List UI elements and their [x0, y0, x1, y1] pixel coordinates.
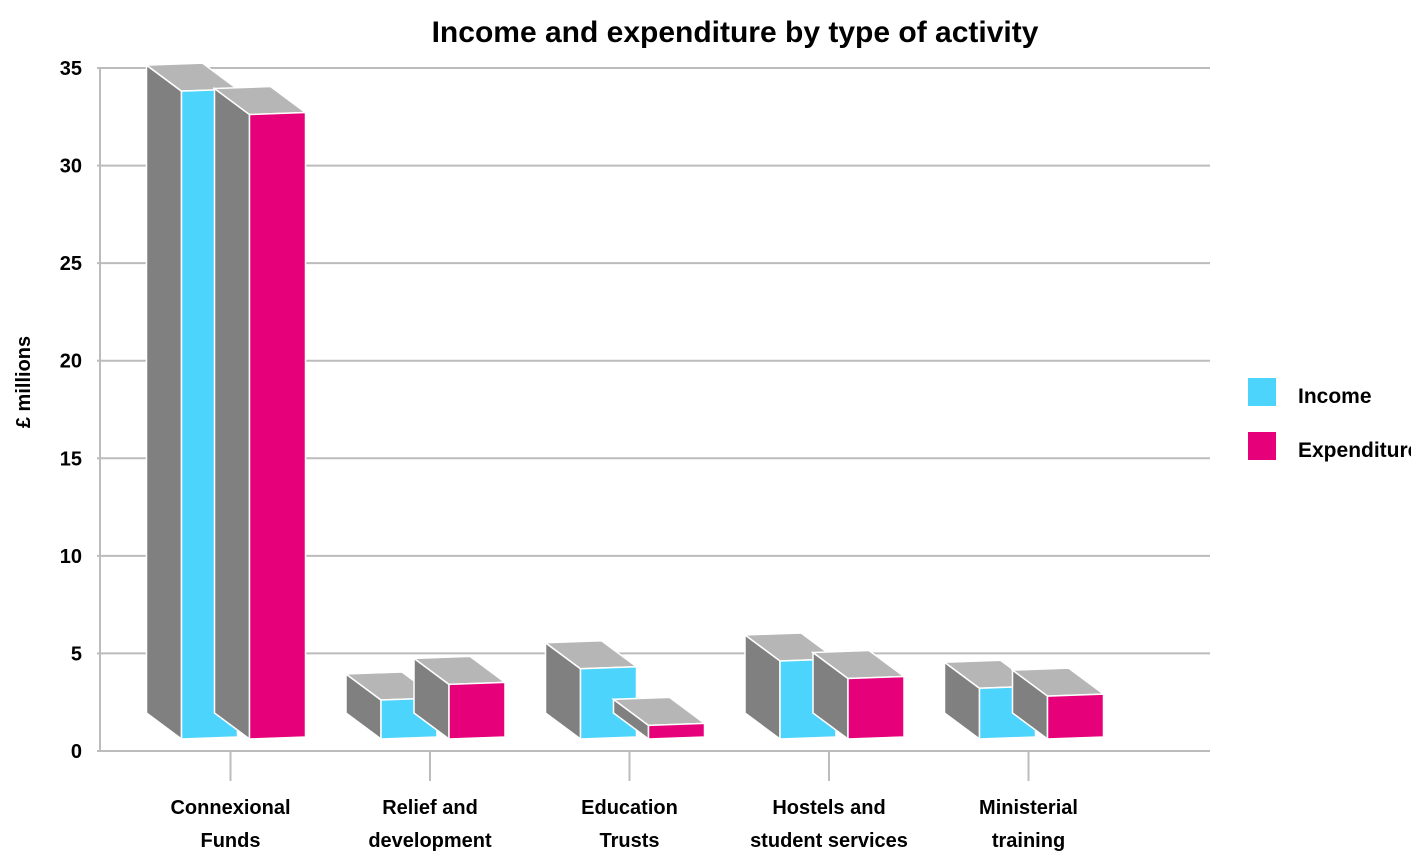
category-label: student services	[750, 830, 908, 852]
y-axis-ticks: 0 5 10 15 20 25 30 35	[60, 58, 82, 763]
y-tick-label: 5	[71, 643, 82, 665]
y-tick-label: 10	[60, 546, 82, 568]
category-label: Relief and	[382, 797, 478, 819]
bar-income	[543, 639, 639, 741]
category-label: Funds	[201, 830, 261, 852]
y-axis-label: £ millions	[13, 336, 35, 428]
bar-expenditure	[810, 649, 907, 741]
y-tick-label: 0	[71, 741, 82, 763]
legend-swatch	[1248, 432, 1276, 460]
legend-label: Expenditure	[1298, 439, 1411, 462]
category-label: Ministerial	[979, 797, 1078, 819]
bar-side-face	[145, 63, 183, 741]
bar-front-face	[448, 681, 506, 740]
legend: Income Expenditure	[1248, 378, 1411, 462]
category-label: Education	[581, 797, 678, 819]
bar-front-face	[579, 665, 638, 740]
chart-title: Income and expenditure by type of activi…	[432, 16, 1039, 49]
bar-expenditure	[212, 85, 308, 741]
y-tick-label: 35	[60, 58, 82, 80]
bar-expenditure	[1010, 667, 1106, 741]
y-tick-label: 15	[60, 448, 82, 470]
x-axis-ticks	[229, 751, 1030, 781]
y-tick-label: 30	[60, 156, 82, 178]
bar-front-face	[1046, 693, 1105, 740]
bars	[144, 62, 1106, 741]
category-label: Connexional	[170, 797, 290, 819]
bar-front-face	[847, 675, 905, 740]
bar-side-face	[213, 87, 251, 741]
category-label: training	[992, 830, 1065, 852]
bar-front-face	[248, 111, 307, 740]
legend-swatch	[1248, 378, 1276, 406]
y-tick-label: 20	[60, 351, 82, 373]
category-label: development	[368, 830, 492, 852]
category-label: Trusts	[599, 830, 659, 852]
bar-front-face	[647, 722, 706, 740]
category-labels: Connexional Funds Relief and development Edu…	[170, 797, 1077, 852]
bar-expenditure	[611, 696, 707, 741]
category-label: Hostels and	[772, 797, 885, 819]
bar-expenditure	[411, 655, 508, 741]
legend-label: Income	[1298, 385, 1372, 408]
y-tick-label: 25	[60, 253, 82, 275]
